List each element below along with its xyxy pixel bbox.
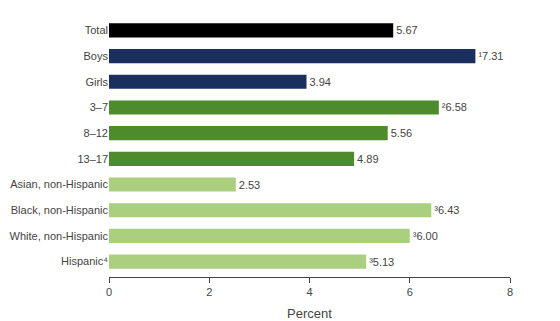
- svg-text:White, non-Hispanic: White, non-Hispanic: [10, 230, 109, 242]
- svg-text:4.89: 4.89: [357, 153, 378, 165]
- svg-text:¹7.31: ¹7.31: [478, 50, 503, 62]
- svg-text:Total: Total: [85, 24, 108, 36]
- svg-text:Percent: Percent: [287, 306, 332, 321]
- svg-text:²6.58: ²6.58: [442, 101, 467, 113]
- svg-text:Black, non-Hispanic: Black, non-Hispanic: [11, 204, 109, 216]
- svg-text:2: 2: [206, 286, 212, 298]
- svg-text:³6.43: ³6.43: [434, 204, 459, 216]
- svg-text:³6.00: ³6.00: [413, 230, 438, 242]
- svg-text:Boys: Boys: [84, 50, 109, 62]
- svg-text:Asian, non-Hispanic: Asian, non-Hispanic: [10, 178, 108, 190]
- svg-text:0: 0: [106, 286, 112, 298]
- svg-text:8: 8: [507, 286, 513, 298]
- svg-text:Hispanic⁴: Hispanic⁴: [61, 255, 108, 267]
- svg-text:3.94: 3.94: [309, 76, 330, 88]
- svg-text:13–17: 13–17: [77, 153, 108, 165]
- svg-text:3–7: 3–7: [90, 101, 108, 113]
- svg-text:5.56: 5.56: [391, 127, 412, 139]
- svg-text:6: 6: [407, 286, 413, 298]
- svg-text:8–12: 8–12: [84, 127, 108, 139]
- svg-text:Girls: Girls: [85, 76, 108, 88]
- svg-text:³5.13: ³5.13: [369, 256, 394, 268]
- svg-text:4: 4: [306, 286, 312, 298]
- svg-text:2.53: 2.53: [239, 179, 260, 191]
- svg-text:5.67: 5.67: [396, 24, 417, 36]
